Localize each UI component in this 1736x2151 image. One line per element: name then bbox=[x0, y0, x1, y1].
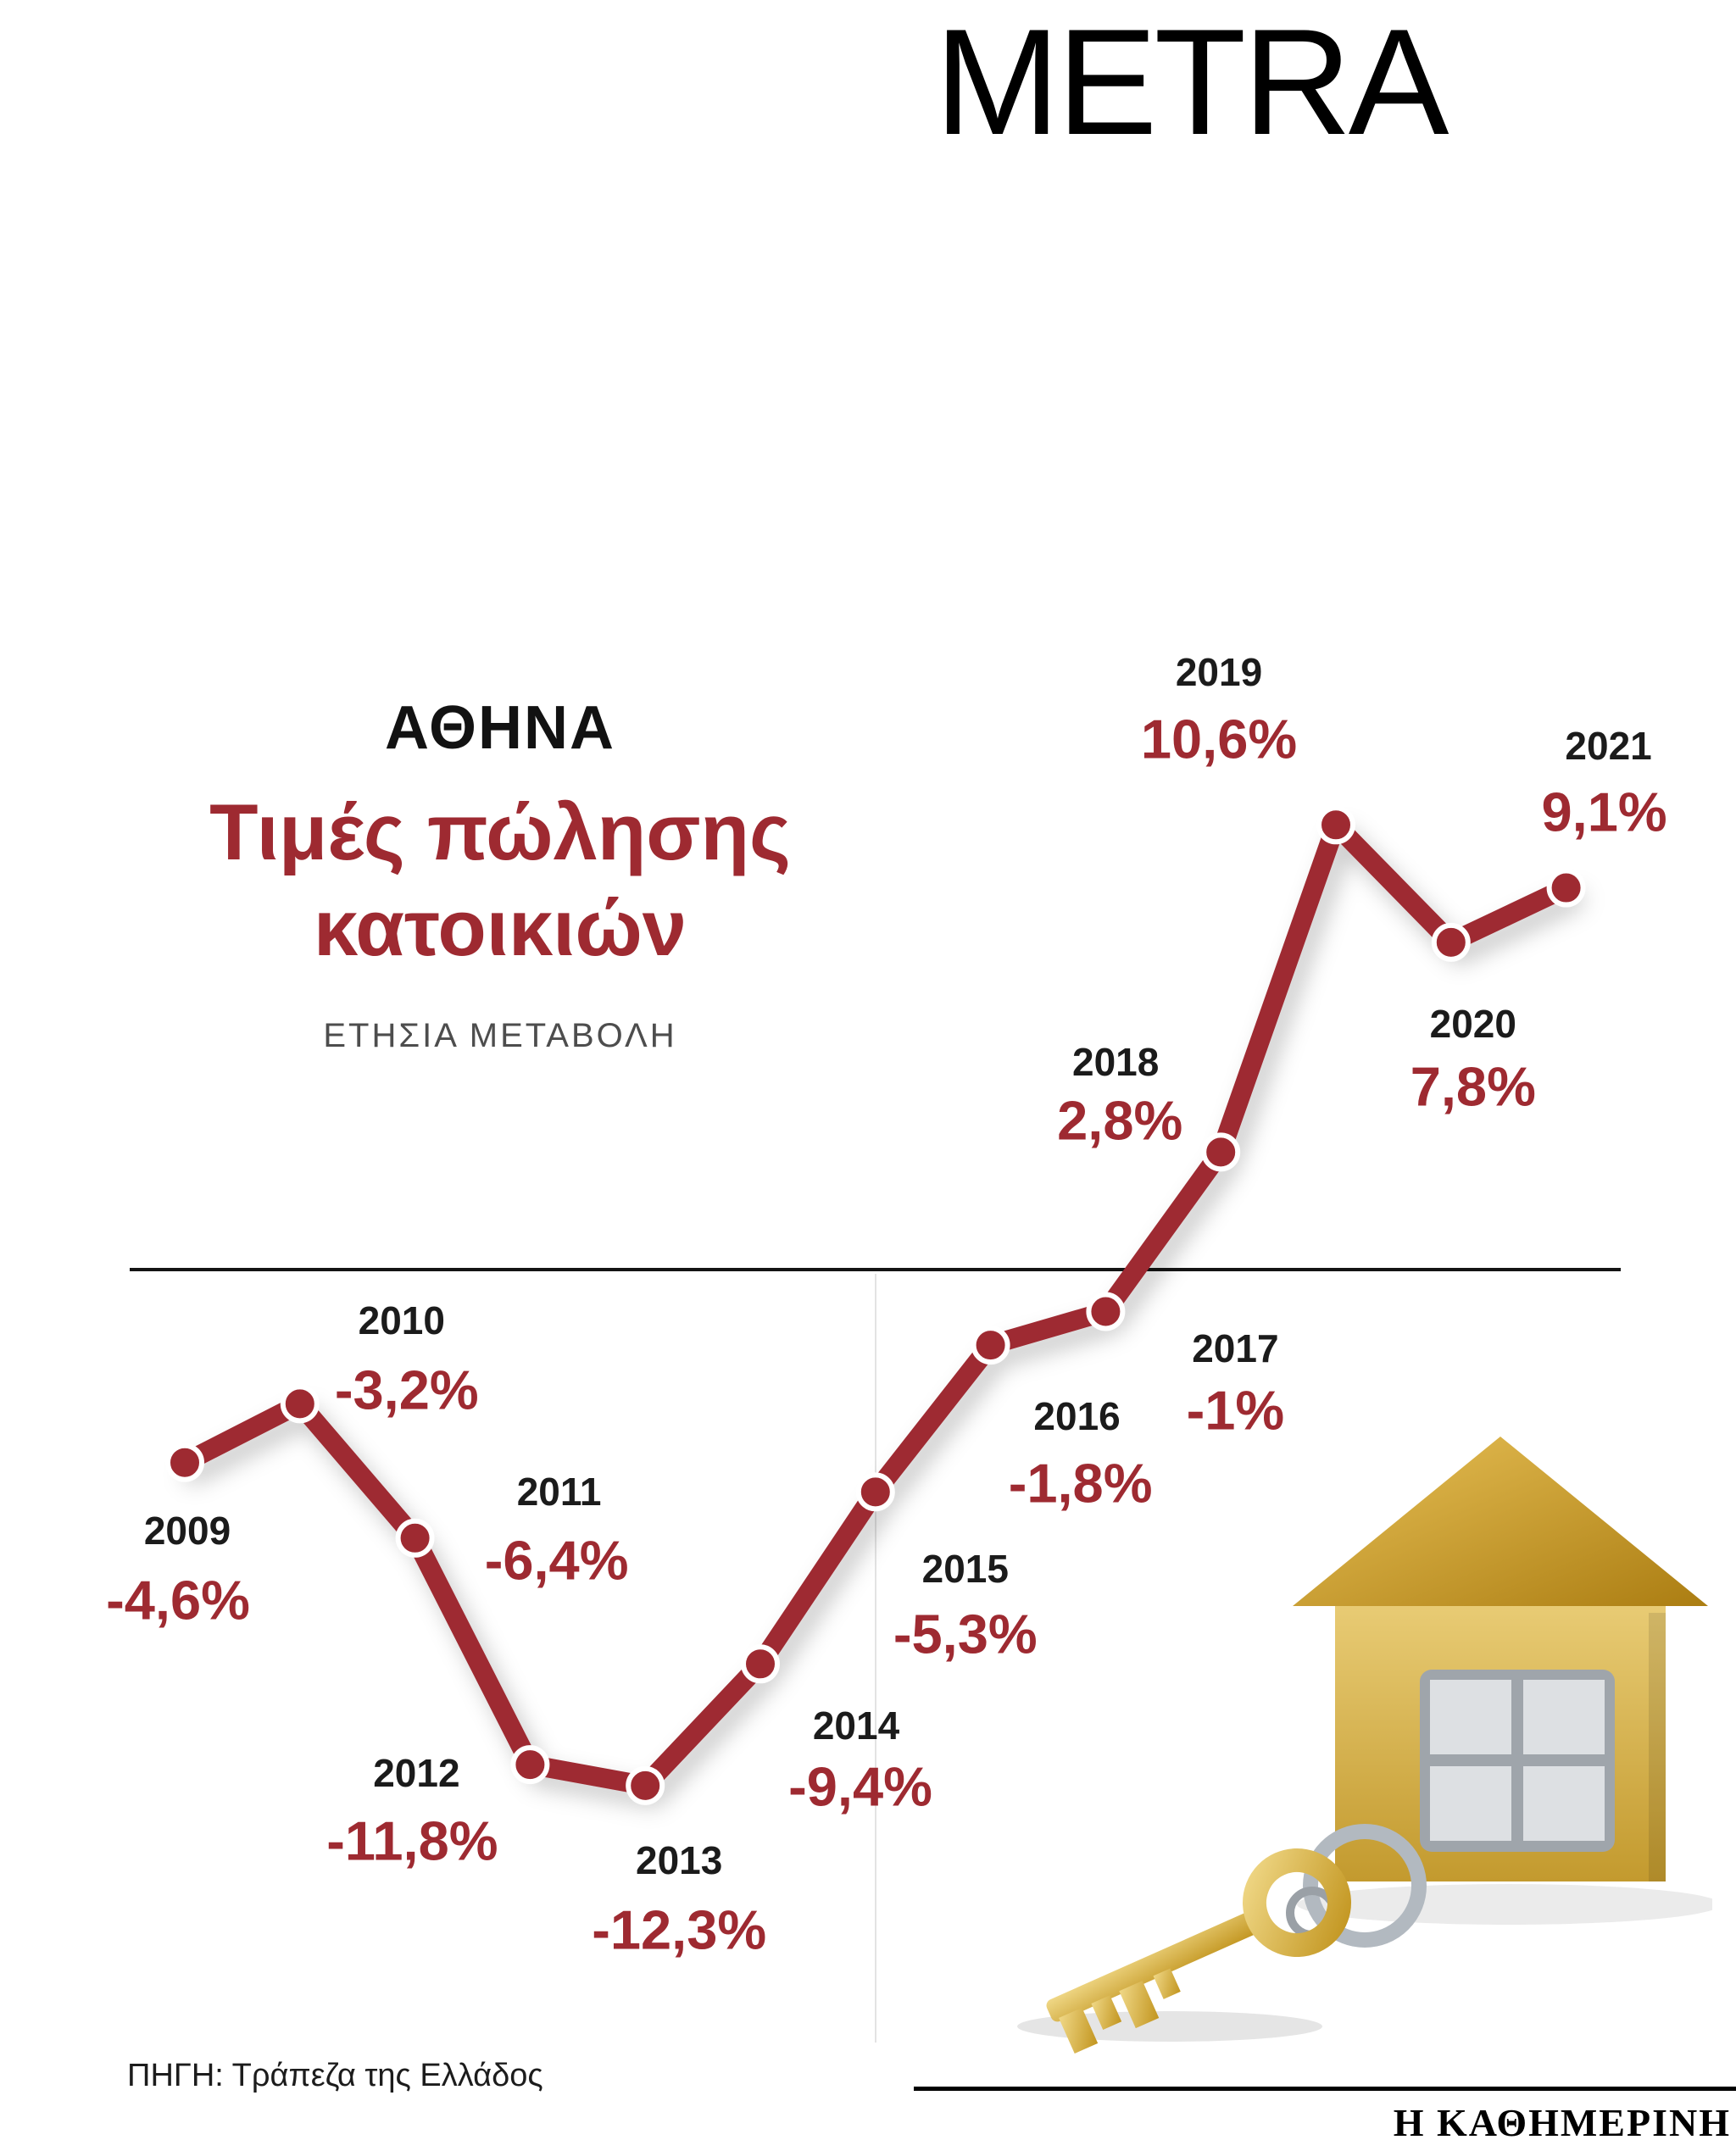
year-label-2015: 2015 bbox=[921, 1547, 1009, 1592]
year-label-2014: 2014 bbox=[812, 1704, 900, 1748]
chart-title: Τιμές πώλησης κατοικιών bbox=[161, 785, 839, 976]
year-label-2020: 2020 bbox=[1429, 1001, 1516, 1046]
house-shadow bbox=[1297, 1884, 1721, 1925]
data-point-2020 bbox=[1431, 922, 1471, 962]
data-point-2014 bbox=[741, 1644, 780, 1684]
masthead-title: METRA bbox=[934, 0, 1449, 166]
data-point-2013 bbox=[626, 1765, 665, 1805]
value-label-2018: 2,8% bbox=[1057, 1089, 1183, 1152]
value-label-2014: -9,4% bbox=[788, 1755, 932, 1818]
publisher-wordmark: Η ΚΑΘΗΜΕΡΙΝΗ bbox=[1393, 2101, 1731, 2144]
value-label-2012: -11,8% bbox=[326, 1809, 498, 1872]
value-label-2013: -12,3% bbox=[592, 1898, 767, 1961]
year-label-2019: 2019 bbox=[1175, 650, 1263, 695]
value-label-2010: -3,2% bbox=[334, 1359, 479, 1421]
publisher-rule bbox=[914, 2087, 1736, 2091]
data-point-2009 bbox=[165, 1442, 204, 1482]
value-label-2015: -5,3% bbox=[893, 1603, 1038, 1665]
value-label-2019: 10,6% bbox=[1140, 708, 1298, 770]
data-point-2019 bbox=[1316, 805, 1355, 845]
year-label-2017: 2017 bbox=[1192, 1326, 1279, 1370]
data-point-2011 bbox=[395, 1518, 435, 1558]
year-label-2012: 2012 bbox=[373, 1751, 460, 1796]
year-label-2011: 2011 bbox=[516, 1469, 602, 1514]
value-label-2021: 9,1% bbox=[1541, 781, 1667, 843]
year-label-2009: 2009 bbox=[143, 1508, 231, 1553]
value-label-2011: -6,4% bbox=[484, 1529, 629, 1592]
house-window bbox=[1420, 1670, 1615, 1852]
chart-title-line1: Τιμές πώλησης bbox=[209, 787, 791, 876]
house-roof bbox=[1293, 1437, 1708, 1606]
value-label-2017: -1% bbox=[1186, 1379, 1285, 1441]
data-point-2018 bbox=[1201, 1132, 1241, 1172]
year-label-2010: 2010 bbox=[358, 1298, 445, 1343]
value-label-2009: -4,6% bbox=[106, 1569, 250, 1631]
house-wall-shade bbox=[1649, 1613, 1666, 1881]
data-point-2010 bbox=[280, 1384, 320, 1424]
chart-title-line2: κατοικιών bbox=[313, 882, 687, 972]
source-credit: ΠΗΓΗ: Τράπεζα της Ελλάδος bbox=[127, 2058, 543, 2093]
data-point-2021 bbox=[1546, 868, 1586, 908]
year-label-2018: 2018 bbox=[1072, 1040, 1160, 1085]
data-point-2017 bbox=[1086, 1292, 1126, 1331]
data-point-2015 bbox=[855, 1472, 895, 1512]
year-label-2013: 2013 bbox=[636, 1837, 723, 1882]
keyring-icon bbox=[1303, 1824, 1427, 1948]
house-key-illustration bbox=[966, 1403, 1721, 2059]
gold-house-keychain-icon bbox=[1017, 1437, 1721, 2054]
region-label: ΑΘΗΝΑ bbox=[384, 694, 616, 762]
year-label-2021: 2021 bbox=[1565, 723, 1652, 768]
year-label-2016: 2016 bbox=[1033, 1394, 1121, 1439]
data-point-2016 bbox=[971, 1326, 1010, 1365]
value-label-2020: 7,8% bbox=[1410, 1055, 1536, 1118]
key-icon bbox=[1046, 1848, 1351, 2054]
value-label-2016: -1,8% bbox=[1008, 1452, 1153, 1515]
chart-subtitle: ΕΤΗΣΙΑ ΜΕΤΑΒΟΛΗ bbox=[323, 1016, 677, 1054]
data-point-2012 bbox=[510, 1745, 550, 1785]
chart-header: ΑΘΗΝΑ Τιμές πώλησης κατοικιών ΕΤΗΣΙΑ ΜΕΤ… bbox=[161, 693, 839, 1055]
